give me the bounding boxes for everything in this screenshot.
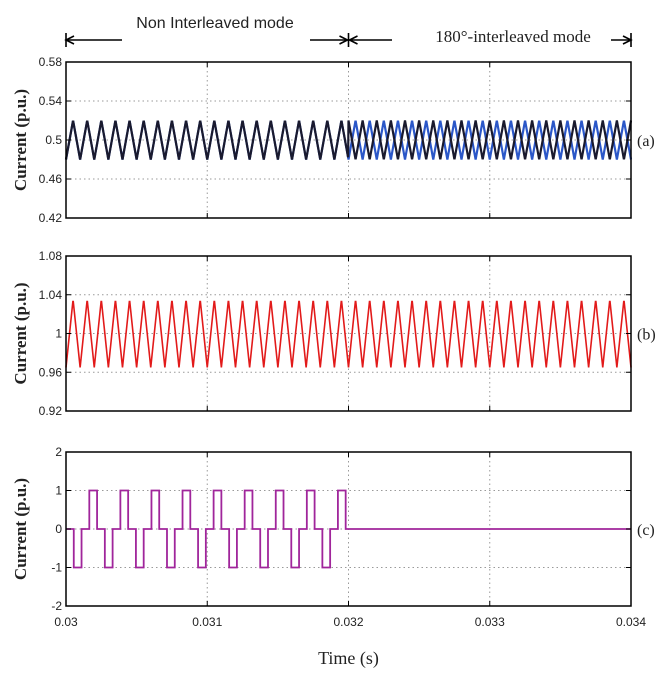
panel-a-y-label: Current (p.u.) (11, 89, 30, 191)
y-tick-label: 0.58 (39, 55, 63, 69)
x-tick-label: 0.03 (54, 615, 78, 629)
mode-arrows (64, 33, 633, 47)
mode-arrowhead (347, 35, 358, 45)
series-line-total-current (65, 300, 632, 368)
y-tick-label: -2 (51, 599, 62, 613)
mode-left-label: Non Interleaved mode (136, 15, 294, 32)
panel-c-y-label: Current (p.u.) (11, 478, 30, 580)
panel-a: 0.58 0.54 0.5 0.46 0.42 Current (p.u.) (a) (11, 55, 655, 225)
y-tick-label: 0.96 (39, 365, 63, 379)
x-tick-label: 0.033 (475, 615, 505, 629)
series-line-current-difference (66, 489, 631, 569)
mode-arrowhead (339, 35, 350, 45)
y-tick-label: 0.42 (39, 211, 63, 225)
x-tick-label: 0.032 (333, 615, 363, 629)
series-line-phase-1 (64, 120, 633, 160)
y-tick-label: 1 (55, 484, 62, 498)
mode-right-label: 180°-interleaved mode (435, 27, 591, 46)
panel-a-y-ticks: 0.58 0.54 0.5 0.46 0.42 (39, 55, 631, 225)
y-tick-label: 0.92 (39, 404, 63, 418)
x-tick-labels: 0.03 0.031 0.032 0.033 0.034 (54, 615, 646, 629)
panel-c: 2 1 0 -1 -2 Current (p.u.) (c) (11, 445, 655, 613)
panel-c-series (66, 489, 631, 569)
panel-b-grid (65, 256, 632, 411)
y-tick-label: -1 (51, 561, 62, 575)
panel-b-y-ticks: 1.08 1.04 1 0.96 0.92 (39, 249, 631, 418)
y-tick-label: 2 (55, 445, 62, 459)
panel-b-series (65, 300, 632, 368)
x-tick-label: 0.031 (192, 615, 222, 629)
panel-b: 1.08 1.04 1 0.96 0.92 Current (p.u.) (b) (11, 249, 656, 418)
y-tick-label: 0.46 (39, 172, 63, 186)
y-tick-label: 1 (55, 327, 62, 341)
panel-a-label: (a) (637, 133, 655, 150)
x-tick-label: 0.034 (616, 615, 646, 629)
panel-b-label: (b) (637, 327, 656, 344)
y-tick-label: 0 (55, 522, 62, 536)
panel-c-y-ticks: 2 1 0 -1 -2 (51, 445, 631, 613)
panel-b-y-label: Current (p.u.) (11, 282, 30, 384)
y-tick-label: 0.5 (45, 133, 62, 147)
y-tick-label: 1.04 (39, 288, 63, 302)
x-axis-label: Time (s) (318, 648, 379, 669)
mode-annotations: Non Interleaved mode 180°-interleaved mo… (64, 15, 633, 47)
y-tick-label: 1.08 (39, 249, 63, 263)
panel-a-series (64, 120, 633, 160)
y-tick-label: 0.54 (39, 94, 63, 108)
panel-c-label: (c) (637, 522, 655, 539)
